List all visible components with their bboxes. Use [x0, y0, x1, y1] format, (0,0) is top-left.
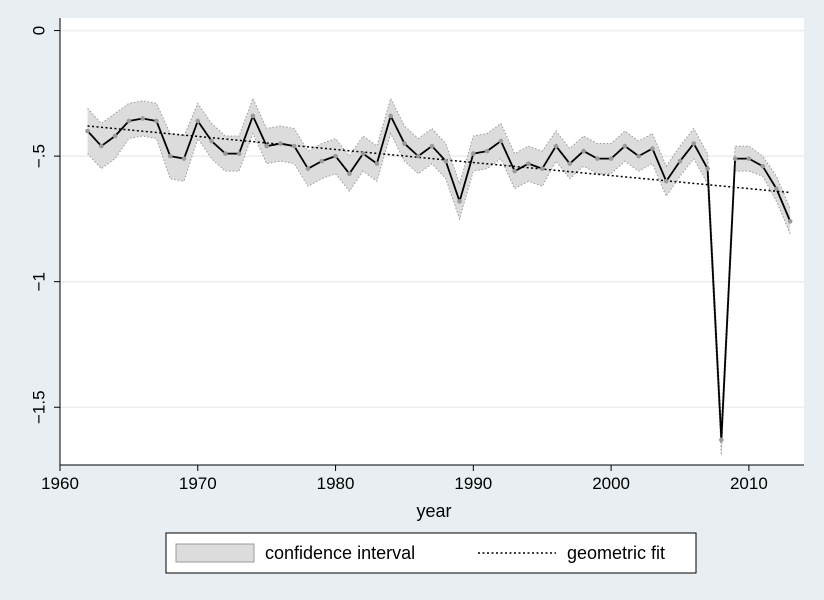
point-1987: [429, 143, 435, 149]
point-1963: [99, 143, 104, 149]
point-1964: [112, 133, 118, 139]
point-1980: [333, 153, 338, 159]
point-1970: [195, 118, 201, 124]
point-1985: [402, 141, 407, 146]
legend-label-geometric-fit: geometric fit: [567, 543, 665, 563]
x-tick-label-1960: 1960: [41, 474, 79, 493]
x-tick-label-1970: 1970: [179, 474, 217, 493]
point-2005: [677, 158, 683, 164]
x-axis-title: year: [416, 501, 451, 521]
x-tick-label-2000: 2000: [592, 474, 630, 493]
point-1973: [236, 151, 242, 156]
point-1969: [181, 156, 187, 161]
point-1995: [539, 166, 545, 171]
geometric-fit-line: [87, 125, 791, 194]
point-2012: [774, 186, 779, 192]
point-1993: [512, 168, 517, 174]
point-2004: [663, 178, 669, 184]
point-1975: [264, 143, 269, 149]
point-1989: [457, 199, 462, 204]
point-1978: [305, 166, 311, 171]
point-1996: [553, 143, 559, 149]
point-2008: [719, 437, 724, 443]
estimate-points: [85, 113, 793, 443]
y-tick-label-0: 0: [29, 26, 48, 35]
point-2010: [746, 156, 752, 161]
point-1967: [154, 118, 159, 124]
x-tick-label-1980: 1980: [317, 474, 355, 493]
plot-area: [60, 18, 804, 465]
point-1979: [319, 158, 325, 164]
point-1983: [374, 161, 380, 166]
point-2001: [622, 143, 628, 149]
point-1999: [595, 156, 600, 161]
point-1972: [223, 151, 228, 156]
point-1971: [209, 138, 214, 144]
estimate-series: [86, 115, 792, 441]
point-1992: [498, 138, 504, 144]
point-1976: [278, 141, 283, 146]
x-tick-label-2010: 2010: [730, 474, 768, 493]
point-1966: [140, 116, 145, 121]
point-2002: [636, 153, 641, 159]
point-1986: [415, 153, 421, 159]
point-1982: [360, 151, 366, 156]
point-1991: [484, 148, 490, 154]
y-tick-label-1: −.5: [29, 144, 48, 168]
point-1977: [291, 143, 297, 149]
legend: confidence interval geometric fit: [165, 532, 697, 574]
point-2006: [691, 141, 697, 146]
point-1990: [471, 151, 476, 156]
point-2007: [705, 166, 710, 171]
point-2011: [760, 163, 765, 169]
point-2000: [608, 156, 614, 161]
point-2003: [650, 146, 655, 151]
point-1998: [581, 148, 586, 154]
point-2013: [787, 219, 793, 224]
point-1997: [567, 161, 573, 166]
y-tick-label-3: −1.5: [29, 390, 48, 424]
point-1988: [443, 158, 449, 164]
point-1981: [347, 171, 352, 176]
legend-band-swatch: [175, 543, 255, 563]
axes: 1960 1970 1980 1990 2000 2010 0 −.5 −1 −1.5: [29, 18, 804, 493]
y-tick-label-2: −1: [29, 272, 48, 291]
estimate-line: [86, 115, 792, 441]
point-1962: [85, 128, 90, 134]
plot-background: [60, 18, 804, 465]
legend-label-confidence-interval: confidence interval: [265, 543, 415, 563]
point-1968: [167, 153, 173, 159]
point-1984: [388, 113, 393, 119]
x-tick-label-1990: 1990: [454, 474, 492, 493]
point-1965: [126, 118, 132, 124]
point-1974: [250, 113, 256, 119]
point-2009: [732, 156, 738, 161]
confidence-band-lower: [87, 132, 791, 455]
point-1994: [526, 161, 531, 166]
geometric-fit: [87, 125, 791, 194]
